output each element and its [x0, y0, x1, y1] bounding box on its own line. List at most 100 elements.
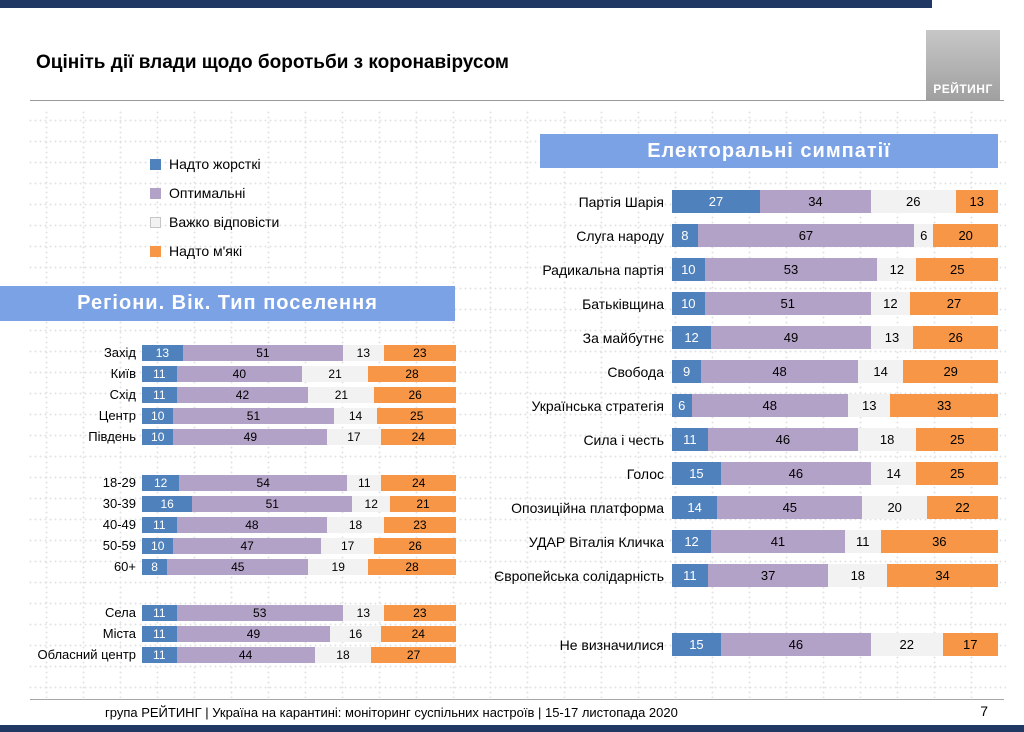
electoral-chart: Партія Шарія 27 34 26 13 Слуга народу 8 67 6 20 Ра…: [480, 190, 998, 667]
row-label: Голос: [626, 465, 664, 482]
bar-segment: 54: [179, 475, 348, 491]
legend-item: Важко відповісти: [150, 214, 279, 230]
chart-row: Партія Шарія 27 34 26 13: [480, 190, 998, 213]
chart-row: 50-59 10 47 17 26: [30, 538, 456, 554]
legend-swatch: [150, 187, 161, 199]
bar-segment: 18: [828, 564, 888, 587]
bar-segment: 49: [176, 626, 331, 642]
legend-label: Надто м'які: [169, 243, 243, 259]
bar-segment: 13: [955, 190, 998, 213]
legend-swatch: [150, 216, 161, 228]
bar-segment: 22: [926, 496, 998, 519]
row-label: 18-29: [102, 475, 136, 490]
bar-segment: 12: [672, 326, 712, 349]
chart-row: Голос 15 46 14 25: [480, 462, 998, 485]
bar-segment: 14: [870, 462, 917, 485]
row-label: Села: [104, 605, 136, 620]
bar-segment: 34: [760, 190, 871, 213]
chart-row: Слуга народу 8 67 6 20: [480, 224, 998, 247]
bar-segment: 48: [701, 360, 858, 383]
bar-segment: 53: [704, 258, 878, 281]
bar-segment: 45: [167, 559, 309, 575]
stacked-bar: 10 53 12 25: [672, 258, 998, 281]
bar-segment: 40: [176, 366, 303, 382]
stacked-bar: 11 37 18 34: [672, 564, 998, 587]
row-label: УДАР Віталія Кличка: [528, 533, 664, 550]
bar-segment: 24: [381, 475, 456, 491]
row-label: Опозиційна платформа: [511, 499, 664, 516]
bar-segment: 25: [916, 462, 998, 485]
bar-segment: 10: [142, 408, 174, 424]
chart-row: Сила і честь 11 46 18 25: [480, 428, 998, 451]
chart-row: Київ 11 40 21 28: [30, 366, 456, 382]
bar-segment: 25: [377, 408, 456, 424]
legend-swatch: [150, 245, 161, 257]
bar-segment: 18: [327, 517, 384, 533]
bar-segment: 25: [916, 428, 998, 451]
bar-segment: 51: [704, 292, 871, 315]
chart-row: Батьківщина 10 51 12 27: [480, 292, 998, 315]
bar-segment: 14: [857, 360, 904, 383]
stacked-bar: 11 53 13 23: [142, 605, 456, 621]
bar-segment: 11: [347, 475, 382, 491]
stacked-bar: 13 51 13 23: [142, 345, 456, 361]
bar-segment: 41: [711, 530, 845, 553]
stacked-bar: 11 44 18 27: [142, 647, 456, 663]
stacked-bar: 11 48 18 23: [142, 517, 456, 533]
legend-swatch: [150, 158, 161, 170]
regions-banner: Регіони. Вік. Тип поселення: [0, 286, 455, 321]
bar-segment: 67: [697, 224, 915, 247]
bar-segment: 11: [142, 605, 177, 621]
bar-segment: 14: [672, 496, 718, 519]
stacked-bar: 10 49 17 24: [142, 429, 456, 445]
bar-segment: 13: [848, 394, 891, 417]
stacked-bar: 12 49 13 26: [672, 326, 998, 349]
bar-segment: 23: [383, 605, 456, 621]
legend-label: Надто жорсткі: [169, 156, 261, 172]
electoral-banner: Електоральні симпатії: [540, 134, 998, 168]
row-label: Сила і честь: [583, 431, 664, 448]
chart-row: УДАР Віталія Кличка 12 41 11 36: [480, 530, 998, 553]
bar-segment: 47: [173, 538, 321, 554]
bar-segment: 12: [870, 292, 910, 315]
chart-row: Південь 10 49 17 24: [30, 429, 456, 445]
bar-segment: 16: [142, 496, 193, 512]
bar-segment: 21: [308, 387, 375, 403]
row-label: Центр: [98, 408, 136, 423]
bar-segment: 23: [383, 345, 456, 361]
bar-segment: 21: [302, 366, 369, 382]
legend-label: Важко відповісти: [169, 214, 280, 230]
bar-segment: 24: [380, 626, 456, 642]
bar-segment: 11: [142, 366, 177, 382]
bar-segment: 11: [672, 564, 708, 587]
stacked-bar: 6 48 13 33: [672, 394, 998, 417]
bar-segment: 15: [672, 462, 721, 485]
chart-row: 30-39 16 51 12 21: [30, 496, 456, 512]
chart-row: Захід 13 51 13 23: [30, 345, 456, 361]
row-label: Схід: [109, 387, 136, 402]
chart-row: За майбутнє 12 49 13 26: [480, 326, 998, 349]
bar-segment: 13: [342, 345, 384, 361]
bar-segment: 8: [142, 559, 168, 575]
bar-segment: 27: [371, 647, 456, 663]
bar-segment: 49: [711, 326, 871, 349]
bar-segment: 26: [374, 387, 456, 403]
legend-label: Оптимальні: [169, 185, 246, 201]
chart-row: Центр 10 51 14 25: [30, 408, 456, 424]
bar-segment: 46: [720, 633, 871, 656]
bar-segment: 13: [870, 326, 914, 349]
stacked-bar: 8 45 19 28: [142, 559, 456, 575]
bar-segment: 21: [390, 496, 456, 512]
page-number: 7: [980, 703, 988, 719]
bar-segment: 12: [142, 475, 180, 491]
row-label: 30-39: [102, 496, 136, 511]
page-title: Оцініть дії влади щодо боротьби з корона…: [36, 52, 509, 73]
bar-segment: 51: [173, 408, 334, 424]
stacked-bar: 10 47 17 26: [142, 538, 456, 554]
bottom-border: [0, 725, 1024, 732]
chart-row: 40-49 11 48 18 23: [30, 517, 456, 533]
bar-segment: 11: [844, 530, 881, 553]
regions-chart: Захід 13 51 13 23 Київ 11 40 21 28 Схід 11 42 21 26 Цен…: [30, 345, 456, 668]
chart-row: Не визначилися 15 46 22 17: [480, 633, 998, 656]
